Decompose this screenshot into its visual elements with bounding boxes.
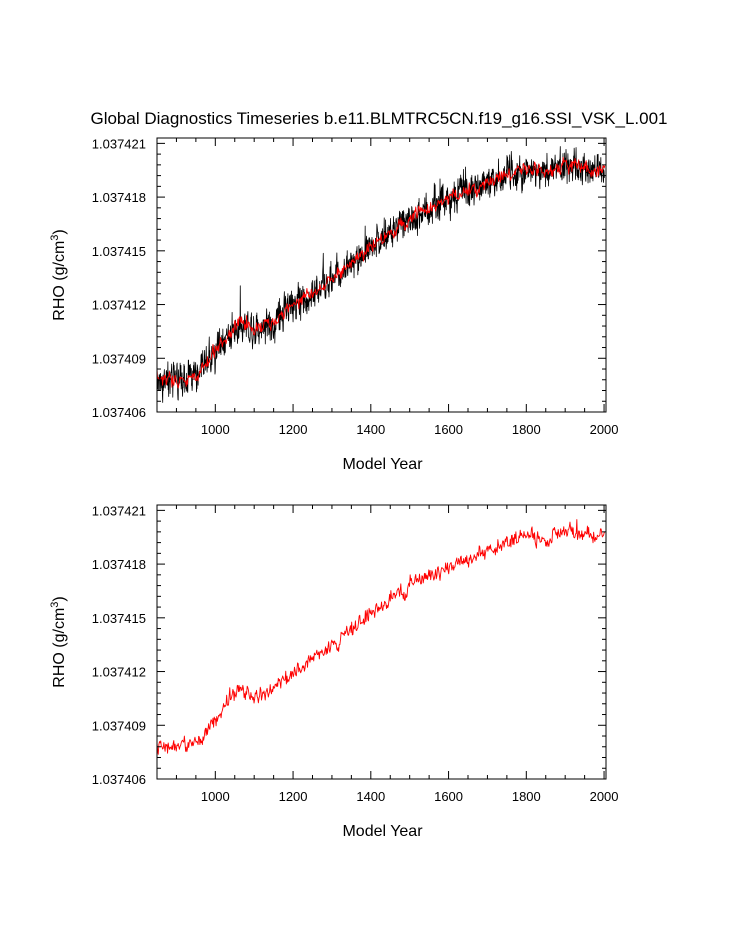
series-line-annual — [157, 156, 606, 389]
y-tick-label: 1.037421 — [92, 136, 146, 151]
series-group — [157, 146, 606, 403]
y-tick-label: 1.037418 — [92, 190, 146, 205]
x-axis-label: Model Year — [342, 823, 423, 840]
x-tick-label: 2000 — [590, 789, 619, 804]
x-tick-label: 1200 — [279, 789, 308, 804]
x-tick-label: 1000 — [201, 789, 230, 804]
y-tick-label: 1.037415 — [92, 244, 146, 259]
x-tick-label: 1600 — [434, 789, 463, 804]
x-tick-label: 1800 — [512, 789, 541, 804]
y-tick-label: 1.037412 — [92, 298, 146, 313]
series-line-annual — [157, 519, 605, 755]
series-group — [157, 519, 605, 755]
x-tick-label: 1400 — [356, 422, 385, 437]
x-tick-label: 1800 — [512, 422, 541, 437]
y-tick-label: 1.037409 — [92, 718, 146, 733]
chart-title: Global Diagnostics Timeseries b.e11.BLMT… — [90, 109, 667, 128]
y-tick-label: 1.037415 — [92, 611, 146, 626]
x-tick-label: 1200 — [279, 422, 308, 437]
y-tick-label: 1.037421 — [92, 503, 146, 518]
series-line-monthly — [157, 146, 606, 403]
x-tick-label: 1400 — [356, 789, 385, 804]
x-tick-label: 2000 — [590, 422, 619, 437]
y-tick-label: 1.037406 — [92, 405, 146, 420]
y-axis-label: RHO (g/cm3) — [49, 596, 68, 687]
y-tick-label: 1.037409 — [92, 351, 146, 366]
plot-frame — [156, 137, 607, 413]
y-axis-label: RHO (g/cm3) — [49, 229, 68, 320]
x-axis-label: Model Year — [342, 456, 423, 473]
y-tick-label: 1.037418 — [92, 557, 146, 572]
plot-frame — [156, 504, 607, 780]
x-tick-label: 1600 — [434, 422, 463, 437]
y-tick-label: 1.037406 — [92, 772, 146, 787]
top-panel: 1000 1200 1400 1600 1800 2000 1.037406 1.037409… — [49, 136, 619, 473]
y-tick-label: 1.037412 — [92, 665, 146, 680]
x-tick-label: 1000 — [201, 422, 230, 437]
bottom-panel: 1000 1200 1400 1600 1800 2000 1.037406 1.037409… — [49, 503, 619, 840]
